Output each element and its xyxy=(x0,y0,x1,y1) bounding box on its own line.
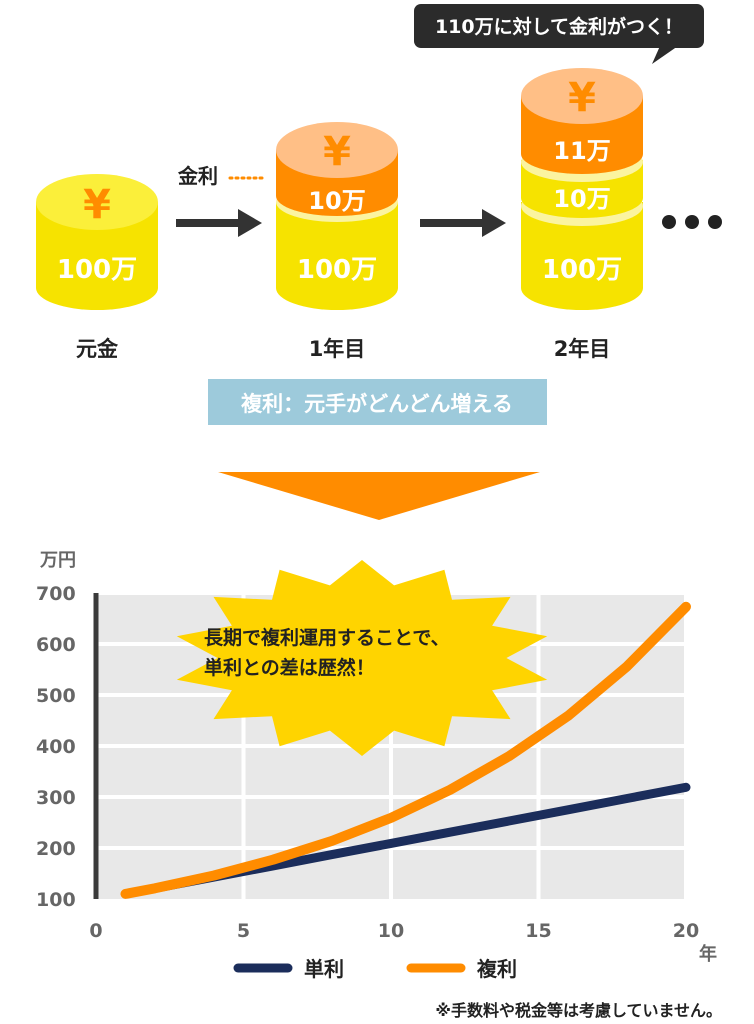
banner-text: 複利：元手がどんどん増える xyxy=(240,392,513,416)
coin-stack-principal: ¥ 100万 xyxy=(36,174,158,310)
coin-stack-year2: ¥ 11万 10万 100万 xyxy=(521,68,643,310)
compound-banner: 複利：元手がどんどん増える xyxy=(208,379,547,425)
callout-line-1: 長期で複利運用することで、 xyxy=(204,626,450,649)
starburst-shape xyxy=(176,560,548,756)
y-tick-label: 500 xyxy=(36,685,76,707)
speech-bubble-tail xyxy=(652,46,678,64)
y-tick-label: 700 xyxy=(36,583,76,605)
down-arrow-icon xyxy=(218,472,540,520)
y-tick-label: 200 xyxy=(36,838,76,860)
legend-label-simple: 単利 xyxy=(304,957,344,981)
coin-interest-amount-year1: 10万 xyxy=(553,185,610,213)
coin-stack-year1: ¥ 10万 100万 xyxy=(276,122,398,310)
coin-top xyxy=(36,174,158,230)
x-tick-label: 5 xyxy=(237,920,250,942)
banner-background xyxy=(208,379,547,425)
arrow-right-icon xyxy=(420,209,506,237)
yen-symbol: ¥ xyxy=(568,75,596,121)
interest-label: 金利 xyxy=(177,164,218,188)
y-tick-label: 100 xyxy=(36,889,76,911)
coin-body xyxy=(36,202,158,310)
yen-symbol: ¥ xyxy=(83,182,111,228)
legend-label-compound: 複利 xyxy=(477,957,517,981)
coin-body xyxy=(276,202,398,310)
y-tick-labels: 100 200 300 400 500 600 700 xyxy=(36,583,76,911)
x-tick-label: 20 xyxy=(673,920,699,942)
y-tick-label: 300 xyxy=(36,787,76,809)
starburst-callout: 長期で複利運用することで、 単利との差は歴然！ xyxy=(176,560,548,756)
coin-principal-amount: 100万 xyxy=(57,255,137,285)
coin-principal-amount: 100万 xyxy=(297,255,377,285)
x-axis-unit: 年 xyxy=(699,943,717,965)
y-axis-unit: 万円 xyxy=(39,550,76,571)
coin-interest-amount: 10万 xyxy=(308,187,365,215)
series-line-compound-interest xyxy=(120,601,691,899)
coin-top xyxy=(521,68,643,124)
y-tick-label: 600 xyxy=(36,634,76,656)
series-lines xyxy=(120,601,691,899)
speech-bubble-text: 110万に対して金利がつく！ xyxy=(435,15,683,38)
coin-principal-amount: 100万 xyxy=(542,255,622,285)
x-tick-label: 0 xyxy=(89,920,102,942)
x-tick-label: 10 xyxy=(378,920,404,942)
coin-top xyxy=(276,122,398,178)
ellipsis-icon xyxy=(662,215,722,229)
coin-body xyxy=(521,202,643,310)
disclaimer-note: ※手数料や税金等は考慮していません。 xyxy=(435,1001,722,1020)
chart-legend: 単利 複利 xyxy=(233,957,517,981)
x-tick-labels: 0 5 10 15 20 xyxy=(89,920,699,942)
y-tick-label: 400 xyxy=(36,736,76,758)
stage-label-year1: 1年目 xyxy=(309,337,366,361)
speech-bubble: 110万に対して金利がつく！ xyxy=(414,4,704,64)
coin-interest-amount-year2: 11万 xyxy=(553,137,610,165)
stage-label-year2: 2年目 xyxy=(554,337,611,361)
arrow-right-icon xyxy=(176,209,262,237)
speech-bubble-body xyxy=(414,4,704,48)
yen-symbol: ¥ xyxy=(323,129,351,175)
callout-line-2: 単利との差は歴然！ xyxy=(204,656,375,679)
stage-label-principal: 元金 xyxy=(76,337,119,361)
x-tick-label: 15 xyxy=(525,920,551,942)
